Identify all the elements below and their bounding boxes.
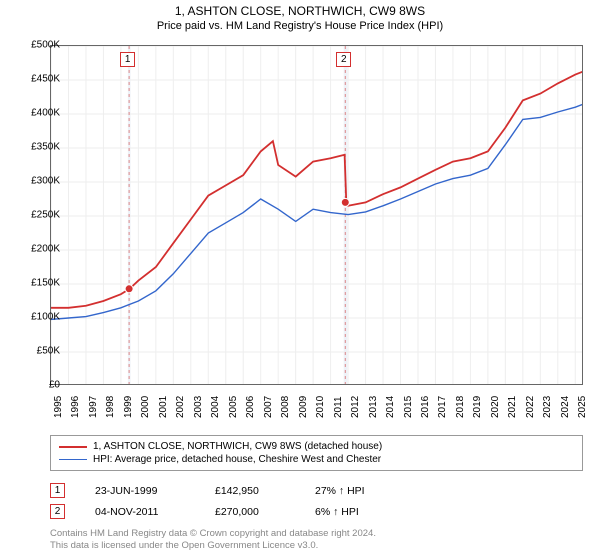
sales-row: 1 23-JUN-1999 £142,950 27% ↑ HPI (50, 480, 415, 501)
x-tick-label: 2018 (455, 396, 466, 418)
sales-badge: 2 (50, 504, 65, 519)
y-tick-label: £300K (10, 176, 60, 187)
x-tick-label: 2025 (577, 396, 588, 418)
x-tick-label: 2014 (385, 396, 396, 418)
x-tick-label: 2004 (210, 396, 221, 418)
y-tick-label: £350K (10, 142, 60, 153)
legend-label: HPI: Average price, detached house, Ches… (93, 454, 381, 465)
chart-title: 1, ASHTON CLOSE, NORTHWICH, CW9 8WS (0, 0, 600, 18)
x-tick-label: 1995 (53, 396, 64, 418)
x-tick-label: 2000 (140, 396, 151, 418)
x-tick-label: 2022 (525, 396, 536, 418)
x-tick-label: 2017 (437, 396, 448, 418)
chart-container: 1, ASHTON CLOSE, NORTHWICH, CW9 8WS Pric… (0, 0, 600, 560)
x-tick-label: 2010 (315, 396, 326, 418)
x-tick-label: 2007 (263, 396, 274, 418)
footnote-line-2: This data is licensed under the Open Gov… (50, 540, 376, 552)
marker-badge-1: 1 (120, 52, 135, 67)
x-tick-label: 2006 (245, 396, 256, 418)
x-tick-label: 1997 (88, 396, 99, 418)
sales-date: 04-NOV-2011 (95, 506, 185, 518)
x-tick-label: 2013 (368, 396, 379, 418)
sales-price: £142,950 (215, 485, 285, 497)
footnote-line-1: Contains HM Land Registry data © Crown c… (50, 528, 376, 540)
x-tick-label: 1998 (105, 396, 116, 418)
x-tick-label: 1996 (70, 396, 81, 418)
sales-date: 23-JUN-1999 (95, 485, 185, 497)
x-tick-label: 1999 (123, 396, 134, 418)
x-tick-label: 2019 (472, 396, 483, 418)
legend-box: 1, ASHTON CLOSE, NORTHWICH, CW9 8WS (det… (50, 435, 583, 471)
legend-label: 1, ASHTON CLOSE, NORTHWICH, CW9 8WS (det… (93, 441, 382, 452)
x-tick-label: 2012 (350, 396, 361, 418)
marker-badge-2: 2 (336, 52, 351, 67)
y-tick-label: £150K (10, 278, 60, 289)
x-tick-label: 2003 (193, 396, 204, 418)
chart-plot (50, 45, 583, 385)
y-tick-label: £250K (10, 210, 60, 221)
x-tick-label: 2005 (228, 396, 239, 418)
y-tick-label: £450K (10, 74, 60, 85)
x-tick-label: 2015 (403, 396, 414, 418)
x-tick-label: 2023 (542, 396, 553, 418)
sales-diff: 6% ↑ HPI (315, 506, 415, 518)
y-tick-label: £200K (10, 244, 60, 255)
legend-item: 1, ASHTON CLOSE, NORTHWICH, CW9 8WS (det… (59, 440, 574, 453)
legend-swatch (59, 459, 87, 460)
sales-badge: 1 (50, 483, 65, 498)
sales-row: 2 04-NOV-2011 £270,000 6% ↑ HPI (50, 501, 415, 522)
x-tick-label: 2021 (507, 396, 518, 418)
y-tick-label: £0 (10, 380, 60, 391)
sales-price: £270,000 (215, 506, 285, 518)
y-tick-label: £100K (10, 312, 60, 323)
x-tick-label: 2016 (420, 396, 431, 418)
y-tick-label: £400K (10, 108, 60, 119)
chart-subtitle: Price paid vs. HM Land Registry's House … (0, 18, 600, 38)
x-tick-label: 2009 (298, 396, 309, 418)
legend-item: HPI: Average price, detached house, Ches… (59, 453, 574, 466)
footnote: Contains HM Land Registry data © Crown c… (50, 528, 376, 553)
x-tick-label: 2008 (280, 396, 291, 418)
sales-diff: 27% ↑ HPI (315, 485, 415, 497)
legend-swatch (59, 446, 87, 448)
chart-area (50, 45, 583, 385)
x-tick-label: 2001 (158, 396, 169, 418)
x-tick-label: 2011 (333, 396, 344, 418)
sales-table: 1 23-JUN-1999 £142,950 27% ↑ HPI 2 04-NOV-201… (50, 480, 415, 522)
y-tick-label: £50K (10, 346, 60, 357)
x-tick-label: 2024 (560, 396, 571, 418)
y-tick-label: £500K (10, 40, 60, 51)
x-tick-label: 2002 (175, 396, 186, 418)
x-tick-label: 2020 (490, 396, 501, 418)
